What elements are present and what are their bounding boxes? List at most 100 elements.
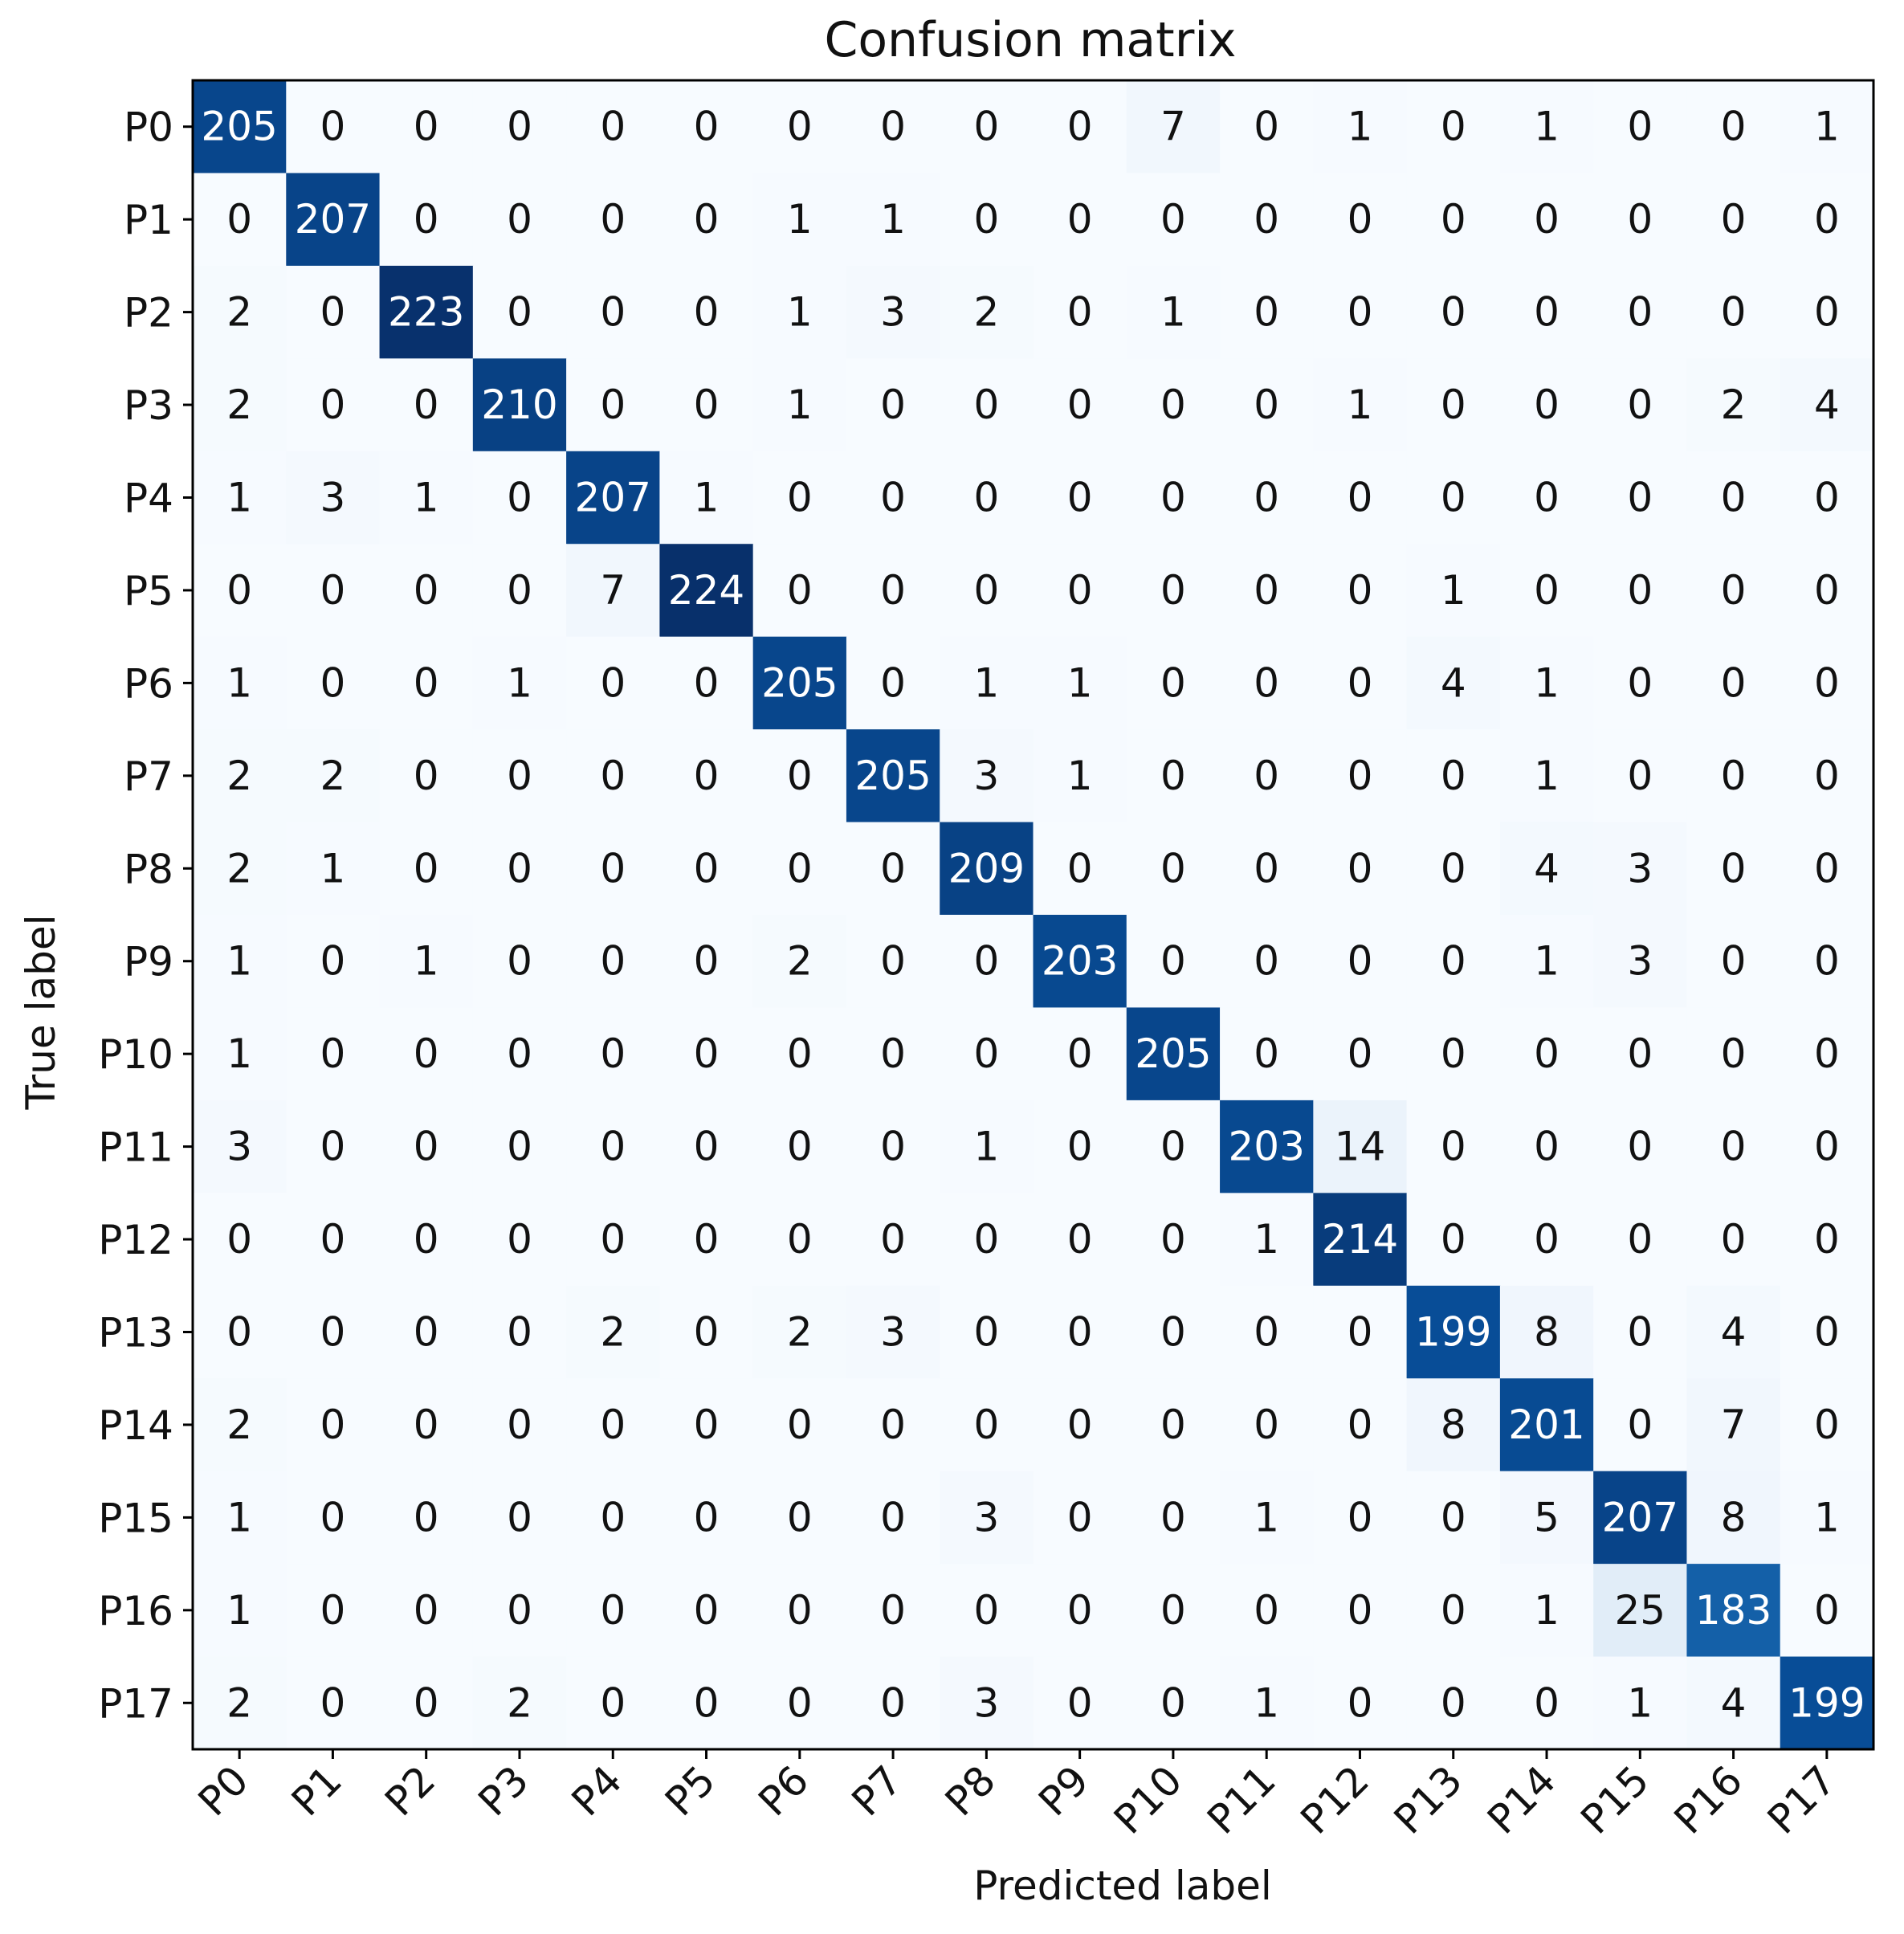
matrix-cell-P5-P14 [1499,544,1594,638]
matrix-cell-P7-P5 [659,729,754,823]
cell-value-label: 0 [1067,475,1093,521]
matrix-cell-P4-P4 [566,451,660,545]
matrix-cell-P10-P15 [1593,1007,1687,1101]
matrix-cell-P7-P14 [1499,729,1594,823]
cell-value-label: 7 [600,567,626,614]
cell-value-label: 0 [320,104,346,150]
matrix-cell-P11-P7 [846,1100,940,1193]
matrix-cell-P16-P5 [659,1564,754,1658]
cell-value-label: 0 [1441,1587,1466,1634]
matrix-cell-P15-P15 [1593,1471,1687,1565]
cell-value-label: 0 [880,104,906,150]
cell-value-label: 0 [694,1124,720,1170]
cell-value-label: 2 [226,753,252,799]
y-tick-label: P12 [98,1217,173,1263]
matrix-cell-P13-P9 [1033,1285,1127,1379]
cell-value-label: 0 [1534,1679,1559,1726]
matrix-cell-P10-P5 [659,1007,754,1101]
matrix-cell-P8-P12 [1313,822,1408,916]
matrix-cell-P17-P5 [659,1656,754,1750]
matrix-cell-P0-P15 [1593,80,1687,173]
matrix-cell-P10-P16 [1686,1007,1781,1101]
matrix-cell-P6-P10 [1126,636,1221,730]
matrix-cell-P6-P8 [940,636,1034,730]
matrix-cell-P7-P0 [193,729,287,823]
cell-value-label: 1 [1067,753,1093,799]
matrix-cell-P2-P2 [379,265,474,359]
matrix-cell-P2-P11 [1220,265,1314,359]
matrix-cell-P13-P16 [1686,1285,1781,1379]
cell-value-label: 0 [1254,938,1279,985]
matrix-cell-P8-P16 [1686,822,1781,916]
cell-value-label: 1 [226,938,252,985]
matrix-cell-P9-P16 [1686,915,1781,1008]
cell-value-label: 0 [1067,1030,1093,1077]
matrix-cell-P12-P1 [286,1193,381,1287]
matrix-cell-P11-P15 [1593,1100,1687,1193]
x-tick-label: P11 [1198,1757,1284,1842]
cell-value-label: 3 [973,753,999,799]
x-tick-label: P5 [656,1757,724,1825]
y-tick-label: P0 [124,104,173,151]
x-tick-label: P13 [1385,1757,1471,1842]
matrix-cell-P10-P3 [472,1007,567,1101]
matrix-cell-P17-P3 [472,1656,567,1750]
matrix-cell-P11-P13 [1406,1100,1501,1193]
matrix-cell-P9-P0 [193,915,287,1008]
matrix-cell-P0-P2 [379,80,474,173]
cell-value-label: 0 [973,381,999,428]
matrix-cell-P1-P17 [1780,173,1874,267]
x-tick-label: P14 [1478,1757,1564,1842]
cell-value-label: 0 [507,938,532,985]
x-tick-label: P15 [1572,1757,1657,1842]
plot-frame [191,79,1875,1751]
matrix-cell-P14-P4 [566,1378,660,1472]
cell-value-label: 2 [226,381,252,428]
cell-value-label: 0 [1627,753,1653,799]
cell-value-label: 0 [1067,196,1093,243]
cell-value-label: 0 [1254,1030,1279,1077]
cell-value-label: 0 [1627,659,1653,706]
matrix-cell-P2-P16 [1686,265,1781,359]
matrix-cell-P1-P3 [472,173,567,267]
matrix-cell-P13-P12 [1313,1285,1408,1379]
cell-value-label: 0 [1721,289,1747,336]
cell-value-label: 0 [1347,1679,1373,1726]
cell-value-label: 205 [201,104,277,150]
matrix-cell-P13-P1 [286,1285,381,1379]
matrix-cell-P15-P1 [286,1471,381,1565]
cell-value-label: 0 [1254,1402,1279,1448]
x-axis-label: Predicted label [973,1863,1272,1909]
matrix-cell-P17-P15 [1593,1656,1687,1750]
cell-value-label: 0 [1067,1679,1093,1726]
matrix-cell-P13-P5 [659,1285,754,1379]
cell-value-label: 0 [880,845,906,892]
cell-value-label: 3 [973,1494,999,1540]
cell-value-label: 0 [1067,104,1093,150]
y-axis-label: True label [18,914,64,1110]
cell-value-label: 0 [787,567,813,614]
matrix-cell-P12-P6 [752,1193,847,1287]
cell-value-label: 0 [880,1124,906,1170]
matrix-cell-P5-P3 [472,544,567,638]
matrix-cell-P16-P13 [1406,1564,1501,1658]
matrix-cell-P11-P1 [286,1100,381,1193]
matrix-cell-P5-P11 [1220,544,1314,638]
cell-value-label: 0 [694,381,720,428]
matrix-cell-P3-P9 [1033,358,1127,452]
cell-value-label: 0 [694,753,720,799]
matrix-cell-P7-P13 [1406,729,1501,823]
cell-value-label: 0 [414,1030,439,1077]
cell-value-label: 0 [1347,1587,1373,1634]
matrix-cell-P4-P7 [846,451,940,545]
x-tick-label: P4 [563,1757,631,1825]
matrix-cell-P6-P12 [1313,636,1408,730]
matrix-cell-P5-P16 [1686,544,1781,638]
cell-value-label: 4 [1814,381,1840,428]
cell-value-label: 0 [973,1587,999,1634]
matrix-cell-P1-P10 [1126,173,1221,267]
cell-value-label: 0 [1627,381,1653,428]
matrix-cell-P13-P8 [940,1285,1034,1379]
y-tick-label: P13 [98,1310,173,1357]
cell-value-label: 4 [1721,1309,1747,1356]
